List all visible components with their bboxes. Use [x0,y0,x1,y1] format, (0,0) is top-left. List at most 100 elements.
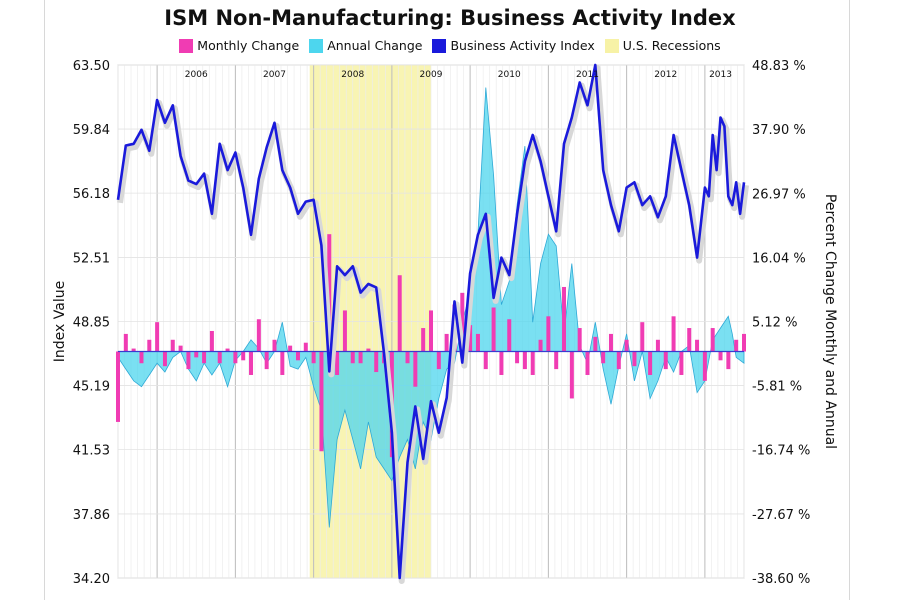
business-activity-index-line [116,63,746,580]
monthly-change-bar [311,351,316,364]
monthly-change-bar [131,348,136,352]
right-tick-label: 16.04 % [752,251,806,266]
legend-item-annual-change[interactable]: Annual Change [309,38,422,53]
legend-label: Annual Change [327,38,423,53]
monthly-change-bar [655,339,660,352]
monthly-change-bar [468,325,473,352]
monthly-change-bar [546,316,551,352]
right-axis-title: Percent Change Monthly and Annual [822,194,838,449]
monthly-change-bar [303,342,308,352]
right-tick-label: -5.81 % [752,380,802,395]
monthly-change-bar [358,351,363,364]
monthly-change-bar [601,351,606,364]
monthly-change-bar [249,351,254,375]
monthly-change-bar [726,351,731,370]
monthly-change-bar [217,351,222,364]
right-tick-label: 5.12 % [752,315,797,330]
monthly-change-bar [460,292,465,352]
monthly-change-bar [436,351,441,370]
monthly-change-bar [194,351,199,358]
monthly-change-bar [429,310,433,352]
legend-item-us-recessions[interactable]: U.S. Recessions [604,38,721,53]
monthly-change-bar [147,339,152,352]
left-tick-label: 41.53 [73,444,110,459]
legend-label: U.S. Recessions [622,38,721,53]
left-tick-label: 52.51 [73,251,110,266]
legend-item-business-activity-index[interactable]: Business Activity Index [432,38,595,53]
monthly-change-bar [522,351,527,370]
monthly-change-bar [718,351,723,361]
monthly-change-bar [170,339,175,352]
monthly-change-bar [554,351,559,370]
monthly-change-bar [288,345,293,352]
right-tick-label: 37.90 % [752,123,806,138]
monthly-change-bar [335,351,340,375]
monthly-change-bar [413,351,418,387]
monthly-change-bar [241,351,246,361]
year-label: 2013 [709,70,732,80]
year-label: 2006 [185,70,208,80]
year-label: 2009 [420,70,443,80]
monthly-change-bar [624,339,629,352]
monthly-change-bar [538,339,543,352]
index-line-shadow [117,65,749,584]
monthly-change-bar [648,351,653,375]
monthly-change-bar [155,322,160,352]
monthly-change-bar [734,339,739,352]
monthly-change-bar [256,319,261,352]
left-tick-label: 59.84 [73,123,110,138]
monthly-change-bar [475,333,480,352]
monthly-change-bar [507,319,512,352]
year-label: 2012 [654,70,677,80]
legend-swatch-business-activity-index [432,38,447,53]
monthly-change-bar [577,328,582,352]
monthly-change-bar [671,316,676,352]
right-tick-label: 48.83 % [752,59,806,74]
monthly-change-bar [264,351,269,370]
monthly-change-bar [233,351,238,364]
monthly-change-bar [342,310,347,352]
monthly-change-bar [162,351,167,367]
monthly-change-bar [593,336,598,352]
legend-label: Business Activity Index [450,38,595,53]
monthly-change-bar [186,351,191,370]
monthly-change-bar [569,351,574,399]
monthly-change-bar [742,333,746,352]
monthly-change-bar [366,348,371,352]
monthly-change-bar [710,328,715,352]
monthly-change-bar [139,351,144,364]
legend-label: Monthly Change [197,38,300,53]
right-tick-label: 26.97 % [752,187,806,202]
left-tick-label: 45.19 [73,380,110,395]
monthly-change-bar [225,348,230,352]
monthly-change-bar [640,322,645,352]
legend-swatch-monthly-change [179,38,194,53]
left-tick-label: 37.86 [73,508,110,523]
monthly-change-bar [209,330,214,352]
left-tick-label: 56.18 [73,187,110,202]
monthly-change-bar [295,351,300,361]
monthly-change-bar [421,328,426,352]
monthly-change-bar [397,275,402,352]
monthly-change-bar [202,351,207,364]
monthly-change-bar [178,345,183,352]
monthly-change-bar [616,351,621,370]
monthly-change-bar [319,351,324,452]
monthly-change-bar [702,351,707,381]
monthly-change-bar [123,333,128,352]
monthly-change-bar [499,351,504,375]
legend-item-monthly-change[interactable]: Monthly Change [179,38,299,53]
monthly-change-bar [679,351,684,375]
chart-frame [44,0,850,600]
left-tick-label: 48.85 [73,316,110,331]
year-label: 2011 [576,70,599,80]
monthly-change-bar [585,351,590,375]
monthly-change-bar [374,351,379,373]
year-label: 2008 [341,70,364,80]
monthly-change-bar [350,351,355,364]
monthly-change-bar [695,339,700,352]
monthly-change-bar [405,351,410,364]
monthly-change-bar [483,351,488,370]
chart-title: ISM Non-Manufacturing: Business Activity… [164,6,736,30]
